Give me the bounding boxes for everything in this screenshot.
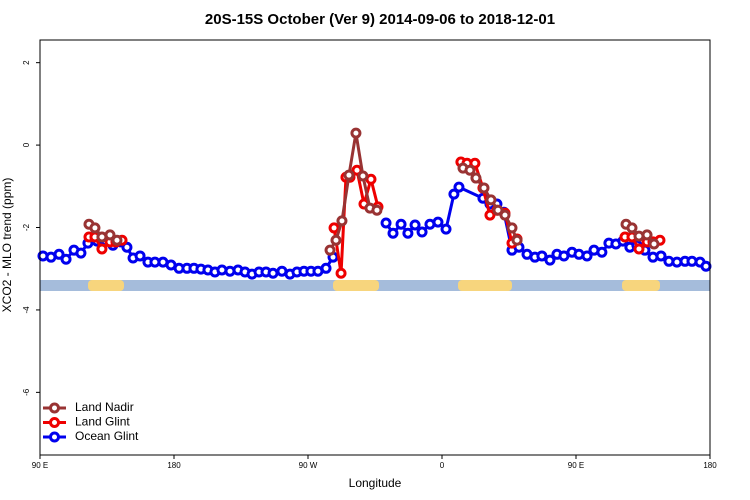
legend-marker: [49, 417, 60, 428]
plot-frame: [39, 39, 711, 456]
x-tick-label: 180: [167, 461, 181, 470]
point: [499, 209, 511, 221]
land-patch: [333, 280, 379, 291]
point: [581, 250, 593, 262]
y-tick-label: 2: [22, 60, 31, 65]
point: [409, 219, 421, 231]
point: [448, 188, 460, 200]
chart-title: 20S-15S October (Ver 9) 2014-09-06 to 20…: [205, 11, 555, 28]
legend-label: Land Nadir: [75, 400, 134, 414]
point: [267, 267, 279, 279]
point: [484, 209, 496, 221]
point: [395, 218, 407, 230]
x-tick-label: 180: [703, 461, 717, 470]
land-mask: [40, 280, 710, 291]
y-tick-label: 0: [22, 142, 31, 147]
point: [350, 127, 362, 139]
point: [336, 215, 348, 227]
point: [387, 227, 399, 239]
point: [89, 222, 101, 234]
point: [432, 216, 444, 228]
land-patch: [622, 280, 660, 291]
point: [328, 222, 340, 234]
point: [492, 204, 504, 216]
point: [633, 243, 645, 255]
series-line: [88, 131, 656, 251]
land-patch: [458, 280, 512, 291]
point: [596, 246, 608, 258]
point: [121, 241, 133, 253]
point: [700, 260, 712, 272]
point: [96, 243, 108, 255]
point: [60, 253, 72, 265]
point: [464, 164, 476, 176]
y-tick-label: -6: [22, 388, 31, 396]
legend-label: Land Glint: [75, 415, 130, 429]
point: [511, 234, 523, 246]
point: [335, 267, 347, 279]
plot-area: [37, 127, 712, 280]
legend-marker: [49, 431, 60, 443]
point: [134, 250, 146, 262]
point: [506, 222, 518, 234]
y-axis-label: XCO2 - MLO trend (ppm): [0, 178, 14, 313]
legend-marker: [49, 402, 60, 414]
point: [478, 182, 490, 194]
point: [453, 181, 465, 193]
point: [380, 217, 392, 229]
point: [343, 169, 355, 181]
point: [485, 194, 497, 206]
x-tick-label: 90 E: [568, 461, 584, 470]
point: [655, 250, 667, 262]
point: [626, 222, 638, 234]
point: [320, 262, 332, 274]
point: [330, 234, 342, 246]
y-tick-label: -2: [22, 223, 31, 231]
land-patch: [88, 280, 124, 291]
point: [536, 250, 548, 262]
point: [324, 244, 336, 256]
point: [648, 238, 660, 250]
point: [111, 234, 123, 246]
y-tick-label: -4: [22, 306, 31, 314]
series-line: [42, 185, 707, 276]
point: [53, 248, 65, 260]
point: [641, 229, 653, 241]
x-tick-label: 90 W: [299, 461, 318, 470]
x-axis-label: Longitude: [349, 476, 402, 490]
point: [469, 157, 481, 169]
legend-label: Ocean Glint: [75, 429, 139, 443]
point: [357, 170, 369, 182]
point: [75, 247, 87, 259]
point: [104, 229, 116, 241]
point: [440, 223, 452, 235]
x-tick-label: 90 E: [32, 461, 48, 470]
x-tick-label: 0: [440, 461, 445, 470]
point: [371, 204, 383, 216]
point: [544, 254, 556, 266]
point: [402, 227, 414, 239]
point: [470, 172, 482, 184]
point: [416, 226, 428, 238]
